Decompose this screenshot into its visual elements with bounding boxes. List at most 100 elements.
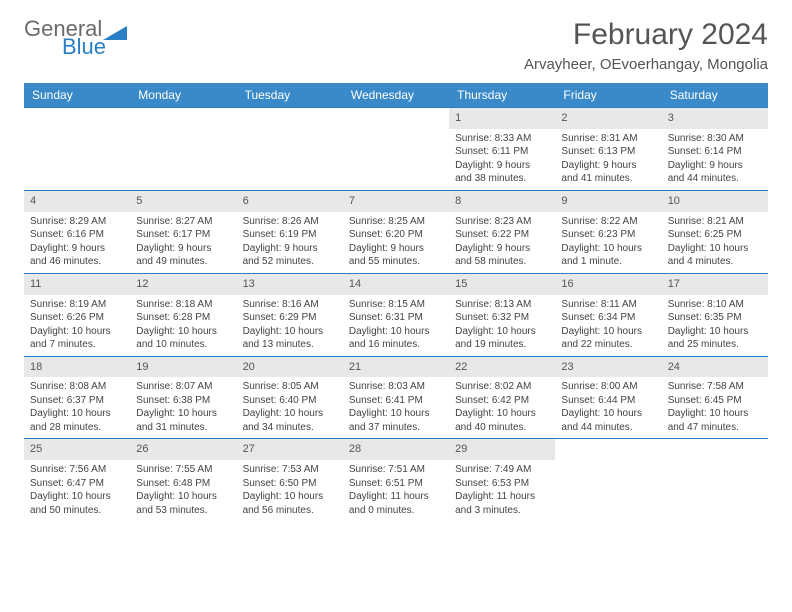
sunset-text: Sunset: 6:44 PM	[561, 394, 655, 408]
calendar-day-cell: .	[343, 108, 449, 191]
sunset-text: Sunset: 6:51 PM	[349, 477, 443, 491]
sunset-text: Sunset: 6:22 PM	[455, 228, 549, 242]
sunrise-text: Sunrise: 8:22 AM	[561, 215, 655, 229]
weekday-header: Tuesday	[237, 83, 343, 108]
daylight-text: Daylight: 9 hours	[455, 242, 549, 256]
sunset-text: Sunset: 6:38 PM	[136, 394, 230, 408]
day-number: 13	[237, 274, 343, 295]
day-content: Sunrise: 8:05 AMSunset: 6:40 PMDaylight:…	[237, 377, 343, 438]
daylight-text: Daylight: 9 hours	[30, 242, 124, 256]
daylight-text: and 4 minutes.	[668, 255, 762, 269]
day-content: Sunrise: 8:11 AMSunset: 6:34 PMDaylight:…	[555, 295, 661, 356]
daylight-text: Daylight: 10 hours	[668, 242, 762, 256]
daylight-text: and 44 minutes.	[668, 172, 762, 186]
sunrise-text: Sunrise: 8:10 AM	[668, 298, 762, 312]
sunset-text: Sunset: 6:35 PM	[668, 311, 762, 325]
day-content: Sunrise: 7:55 AMSunset: 6:48 PMDaylight:…	[130, 460, 236, 521]
day-number: 23	[555, 357, 661, 378]
calendar-day-cell: .	[130, 108, 236, 191]
day-content: Sunrise: 8:02 AMSunset: 6:42 PMDaylight:…	[449, 377, 555, 438]
sunset-text: Sunset: 6:45 PM	[668, 394, 762, 408]
day-content: Sunrise: 8:31 AMSunset: 6:13 PMDaylight:…	[555, 129, 661, 190]
sunrise-text: Sunrise: 8:07 AM	[136, 380, 230, 394]
daylight-text: Daylight: 10 hours	[30, 407, 124, 421]
sunrise-text: Sunrise: 8:27 AM	[136, 215, 230, 229]
calendar-day-cell: 27Sunrise: 7:53 AMSunset: 6:50 PMDayligh…	[237, 439, 343, 521]
sunset-text: Sunset: 6:50 PM	[243, 477, 337, 491]
calendar-day-cell: 11Sunrise: 8:19 AMSunset: 6:26 PMDayligh…	[24, 273, 130, 356]
calendar-day-cell: 23Sunrise: 8:00 AMSunset: 6:44 PMDayligh…	[555, 356, 661, 439]
sunrise-text: Sunrise: 8:21 AM	[668, 215, 762, 229]
calendar-week-row: 25Sunrise: 7:56 AMSunset: 6:47 PMDayligh…	[24, 439, 768, 521]
daylight-text: Daylight: 10 hours	[30, 325, 124, 339]
daylight-text: and 56 minutes.	[243, 504, 337, 518]
calendar-day-cell: 29Sunrise: 7:49 AMSunset: 6:53 PMDayligh…	[449, 439, 555, 521]
sunrise-text: Sunrise: 8:03 AM	[349, 380, 443, 394]
daylight-text: Daylight: 10 hours	[136, 490, 230, 504]
daylight-text: and 40 minutes.	[455, 421, 549, 435]
calendar-week-row: ....1Sunrise: 8:33 AMSunset: 6:11 PMDayl…	[24, 108, 768, 191]
sunrise-text: Sunrise: 8:11 AM	[561, 298, 655, 312]
calendar-day-cell: 28Sunrise: 7:51 AMSunset: 6:51 PMDayligh…	[343, 439, 449, 521]
day-number: 19	[130, 357, 236, 378]
sunset-text: Sunset: 6:32 PM	[455, 311, 549, 325]
daylight-text: Daylight: 9 hours	[136, 242, 230, 256]
weekday-header: Thursday	[449, 83, 555, 108]
day-number: 17	[662, 274, 768, 295]
sunset-text: Sunset: 6:19 PM	[243, 228, 337, 242]
day-number: 3	[662, 108, 768, 129]
daylight-text: and 0 minutes.	[349, 504, 443, 518]
daylight-text: Daylight: 10 hours	[136, 407, 230, 421]
daylight-text: Daylight: 11 hours	[349, 490, 443, 504]
daylight-text: and 31 minutes.	[136, 421, 230, 435]
day-content: Sunrise: 8:07 AMSunset: 6:38 PMDaylight:…	[130, 377, 236, 438]
daylight-text: Daylight: 9 hours	[349, 242, 443, 256]
weekday-header: Monday	[130, 83, 236, 108]
day-content: Sunrise: 8:27 AMSunset: 6:17 PMDaylight:…	[130, 212, 236, 273]
day-number: 2	[555, 108, 661, 129]
day-number: 24	[662, 357, 768, 378]
daylight-text: Daylight: 9 hours	[668, 159, 762, 173]
sunrise-text: Sunrise: 7:55 AM	[136, 463, 230, 477]
calendar-day-cell: 26Sunrise: 7:55 AMSunset: 6:48 PMDayligh…	[130, 439, 236, 521]
day-number: 22	[449, 357, 555, 378]
calendar-day-cell: 6Sunrise: 8:26 AMSunset: 6:19 PMDaylight…	[237, 190, 343, 273]
daylight-text: and 49 minutes.	[136, 255, 230, 269]
daylight-text: Daylight: 9 hours	[243, 242, 337, 256]
daylight-text: Daylight: 10 hours	[561, 407, 655, 421]
calendar-day-cell: 5Sunrise: 8:27 AMSunset: 6:17 PMDaylight…	[130, 190, 236, 273]
weekday-header: Wednesday	[343, 83, 449, 108]
calendar-day-cell: .	[555, 439, 661, 521]
day-number: 11	[24, 274, 130, 295]
daylight-text: and 25 minutes.	[668, 338, 762, 352]
daylight-text: Daylight: 10 hours	[455, 325, 549, 339]
sunset-text: Sunset: 6:28 PM	[136, 311, 230, 325]
calendar-day-cell: 17Sunrise: 8:10 AMSunset: 6:35 PMDayligh…	[662, 273, 768, 356]
sunrise-text: Sunrise: 8:23 AM	[455, 215, 549, 229]
daylight-text: and 19 minutes.	[455, 338, 549, 352]
day-content: Sunrise: 7:56 AMSunset: 6:47 PMDaylight:…	[24, 460, 130, 521]
day-content: Sunrise: 8:18 AMSunset: 6:28 PMDaylight:…	[130, 295, 236, 356]
sunset-text: Sunset: 6:14 PM	[668, 145, 762, 159]
day-content: Sunrise: 7:49 AMSunset: 6:53 PMDaylight:…	[449, 460, 555, 521]
calendar-day-cell: 14Sunrise: 8:15 AMSunset: 6:31 PMDayligh…	[343, 273, 449, 356]
calendar-day-cell: 21Sunrise: 8:03 AMSunset: 6:41 PMDayligh…	[343, 356, 449, 439]
day-content: Sunrise: 7:51 AMSunset: 6:51 PMDaylight:…	[343, 460, 449, 521]
sunrise-text: Sunrise: 8:26 AM	[243, 215, 337, 229]
logo-text-blue: Blue	[62, 36, 127, 58]
sunrise-text: Sunrise: 7:51 AM	[349, 463, 443, 477]
daylight-text: Daylight: 10 hours	[30, 490, 124, 504]
weekday-header: Friday	[555, 83, 661, 108]
day-number: 29	[449, 439, 555, 460]
weekday-header-row: SundayMondayTuesdayWednesdayThursdayFrid…	[24, 83, 768, 108]
calendar-body: ....1Sunrise: 8:33 AMSunset: 6:11 PMDayl…	[24, 108, 768, 522]
calendar-day-cell: 8Sunrise: 8:23 AMSunset: 6:22 PMDaylight…	[449, 190, 555, 273]
sunset-text: Sunset: 6:13 PM	[561, 145, 655, 159]
sunset-text: Sunset: 6:11 PM	[455, 145, 549, 159]
sunset-text: Sunset: 6:41 PM	[349, 394, 443, 408]
calendar-day-cell: 2Sunrise: 8:31 AMSunset: 6:13 PMDaylight…	[555, 108, 661, 191]
calendar-day-cell: 15Sunrise: 8:13 AMSunset: 6:32 PMDayligh…	[449, 273, 555, 356]
daylight-text: and 28 minutes.	[30, 421, 124, 435]
calendar-week-row: 4Sunrise: 8:29 AMSunset: 6:16 PMDaylight…	[24, 190, 768, 273]
sunrise-text: Sunrise: 8:02 AM	[455, 380, 549, 394]
